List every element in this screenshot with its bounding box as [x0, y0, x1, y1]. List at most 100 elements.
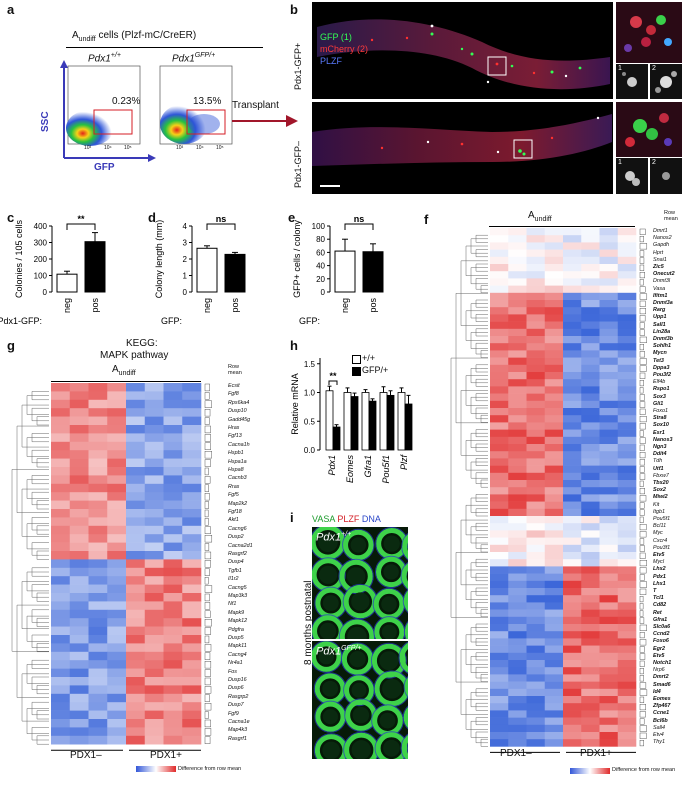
row-mean-bar	[204, 383, 210, 392]
heatmap-cell	[617, 372, 637, 380]
heatmap-cell	[581, 508, 600, 517]
heatmap-cell	[51, 492, 71, 501]
gene-label: Nanos2	[653, 235, 672, 242]
facs-tick-r2: 10⁴	[196, 145, 204, 151]
heatmap-cell	[544, 732, 564, 740]
heatmap-cell	[617, 710, 637, 718]
gene-label: Mapk11	[228, 643, 247, 650]
heatmap-cell	[182, 425, 202, 434]
heatmap-cell	[490, 724, 509, 733]
heatmap-cell	[544, 278, 564, 286]
sig-bracket	[328, 380, 338, 385]
heatmap-cell	[508, 285, 527, 294]
row-mean-bar	[204, 585, 213, 593]
heatmap-cell	[544, 472, 564, 481]
heatmap-cell	[526, 300, 546, 308]
heatmap-cell	[182, 383, 202, 392]
heatmap-cell	[51, 660, 71, 669]
heatmap-cell	[544, 256, 564, 265]
gene-label: Akt1	[228, 517, 239, 524]
f-title-line	[489, 226, 635, 227]
heatmap-cell	[617, 681, 637, 690]
heatmap-cell	[144, 677, 164, 686]
heatmap-cell	[69, 517, 89, 527]
inset-top-2-label: 2	[652, 65, 656, 72]
heatmap-cell	[544, 357, 564, 366]
heatmap-cell	[581, 314, 600, 322]
f-group1: PDX1–	[500, 748, 532, 759]
heatmap-cell	[617, 235, 637, 243]
heatmap-cell	[126, 735, 146, 745]
heatmap-cell	[581, 537, 600, 546]
transplant-label: Transplant	[232, 100, 279, 111]
heatmap-cell	[107, 475, 127, 485]
heatmap-cell	[508, 667, 527, 675]
row-mean-bar	[639, 704, 646, 711]
row-mean-bar	[204, 551, 212, 560]
heatmap-cell	[581, 523, 600, 531]
heatmap-cell	[617, 343, 637, 351]
row-mean-bar	[204, 501, 209, 509]
row-mean-bar	[204, 534, 213, 543]
gene-label: Rras	[228, 483, 240, 490]
heatmap-cell	[107, 576, 127, 585]
bar-Plzf-+/+	[397, 392, 406, 451]
tubule-lumen	[351, 592, 370, 611]
heatmap-cell	[544, 566, 564, 574]
heatmap-cell	[508, 357, 527, 366]
tubule-dna	[400, 561, 408, 591]
heatmap-cell	[508, 523, 527, 531]
gene-label: Gfra1	[653, 616, 668, 623]
heatmap-cell	[88, 559, 108, 569]
bar-Eomes-GFP/+	[350, 396, 359, 451]
heatmap-cell	[182, 693, 202, 703]
gene-label: Slc0a6	[653, 624, 671, 630]
tubule-lumen	[406, 653, 408, 663]
tubule-dna	[403, 620, 408, 639]
tubule-dna	[400, 733, 408, 759]
heatmap-cell	[88, 651, 108, 661]
panel-a-right-header: Pdx1GFP/+	[172, 52, 216, 65]
heatmap-cell	[599, 523, 619, 531]
row-mean-bar	[639, 293, 648, 300]
row-mean-bar	[204, 635, 210, 644]
gene-label: Ddit4	[653, 451, 667, 458]
heatmap-cell	[144, 517, 164, 527]
heatmap-cell	[563, 523, 582, 531]
heatmap-cell	[88, 475, 108, 485]
heatmap-cell	[144, 567, 164, 577]
heatmap-cell	[508, 379, 527, 387]
gene-label: Rps6ka4	[228, 399, 250, 406]
heatmap-cell	[617, 516, 637, 524]
gene-label: Vasa	[653, 285, 666, 292]
heatmap-cell	[51, 509, 71, 518]
heatmap-cell	[126, 618, 146, 627]
heatmap-cell	[563, 249, 582, 258]
heatmap-cell	[581, 494, 600, 502]
gene-label: Itgb1	[653, 508, 665, 515]
heatmap-cell	[88, 719, 108, 728]
heatmap-cell	[526, 638, 546, 646]
heatmap-cell	[599, 278, 619, 286]
heatmap-cell	[581, 566, 600, 574]
heatmap-cell	[617, 588, 637, 596]
row-mean-bar	[639, 732, 647, 739]
x-tick-label: Eomes	[345, 455, 355, 484]
heatmap-cell	[581, 573, 600, 582]
panel-a-label: a	[7, 2, 15, 17]
heatmap-cell	[163, 492, 183, 501]
inset-bottom-2-label: 2	[652, 159, 656, 166]
heatmap-cell	[563, 393, 582, 402]
heatmap-cell	[581, 501, 600, 510]
gene-label: Etv5	[653, 552, 665, 558]
heatmap-cell	[617, 472, 637, 481]
heatmap-cell	[490, 465, 509, 474]
gene-label: Lhx2	[653, 566, 666, 573]
heatmap-cell	[544, 717, 564, 726]
heatmap-cell	[508, 566, 527, 574]
heatmap-cell	[69, 593, 89, 602]
heatmap-cell	[563, 710, 582, 718]
heatmap-cell	[182, 719, 202, 728]
heatmap-cell	[144, 425, 164, 434]
heatmap-cell	[490, 242, 509, 250]
